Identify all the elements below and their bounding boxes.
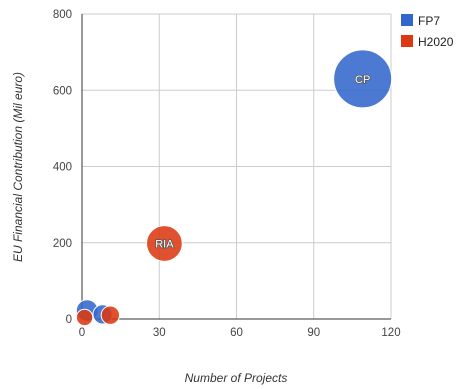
bubble-point[interactable] xyxy=(100,305,120,325)
bubble-label: CP xyxy=(355,74,370,86)
bubble-point[interactable] xyxy=(146,225,183,262)
bubbles: CP RIA xyxy=(75,49,393,327)
legend-label-h2020: H2020 xyxy=(418,35,454,49)
x-axis-title: Number of Projects xyxy=(185,371,288,385)
x-tick-label: 90 xyxy=(307,327,320,339)
bubble-label: RIA xyxy=(155,239,174,251)
legend-swatch-h2020 xyxy=(401,35,413,47)
y-tick-label: 400 xyxy=(53,162,72,174)
legend-label-fp7: FP7 xyxy=(418,14,440,28)
bubble-point[interactable] xyxy=(75,308,94,327)
x-tick-label: 0 xyxy=(79,327,85,339)
y-axis-ticks: 0 200 400 600 800 xyxy=(53,9,72,326)
bubble-fp7[interactable]: CP xyxy=(333,49,393,109)
x-tick-label: 120 xyxy=(381,327,400,339)
x-tick-label: 60 xyxy=(230,327,243,339)
x-axis-ticks: 0 30 60 90 120 xyxy=(79,327,401,339)
bubble-h2020[interactable] xyxy=(75,308,94,327)
legend: FP7 H2020 xyxy=(401,14,454,49)
y-tick-label: 800 xyxy=(53,9,72,21)
bubble-point[interactable] xyxy=(333,49,393,109)
bubble-h2020[interactable] xyxy=(100,305,120,325)
y-tick-label: 200 xyxy=(53,238,72,250)
axes xyxy=(81,14,391,320)
legend-swatch-fp7 xyxy=(401,14,413,26)
grid-lines xyxy=(82,13,392,319)
y-tick-label: 600 xyxy=(53,85,72,97)
bubble-h2020[interactable]: RIA xyxy=(146,225,183,262)
y-tick-label: 0 xyxy=(66,314,72,326)
y-axis-title: EU Financial Contribution (Mil euro) xyxy=(11,72,25,262)
x-tick-label: 30 xyxy=(153,327,166,339)
